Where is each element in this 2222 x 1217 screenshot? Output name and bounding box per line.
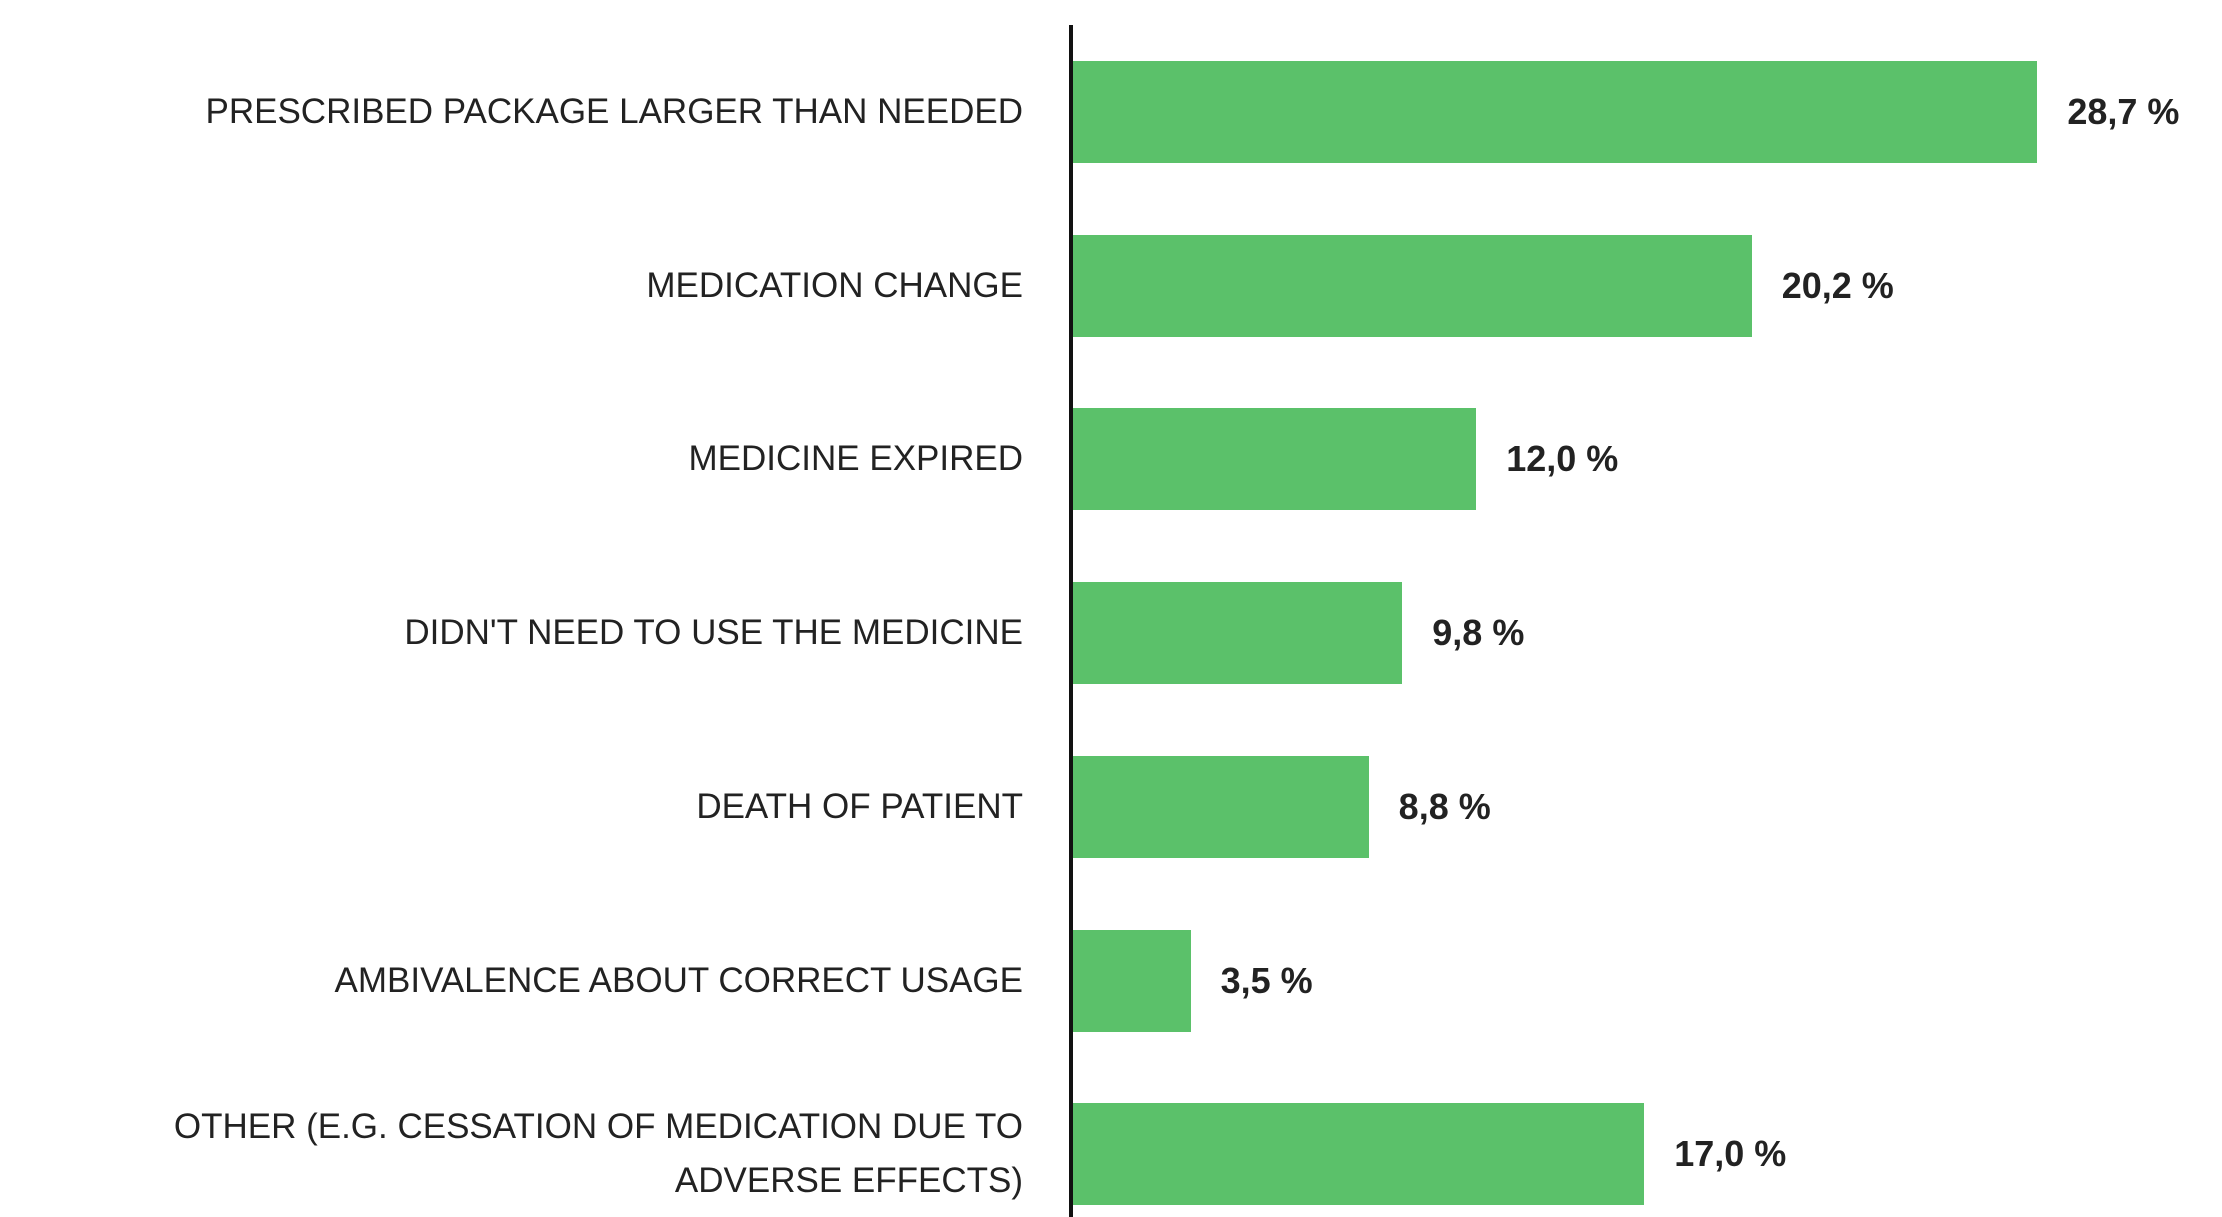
bar bbox=[1073, 408, 1477, 511]
category-label: MEDICATION CHANGE bbox=[646, 265, 1023, 305]
category-label: PRESCRIBED PACKAGE LARGER THAN NEEDED bbox=[205, 92, 1023, 131]
value-label: 20,2 % bbox=[1781, 264, 1894, 306]
value-label: 9,8 % bbox=[1432, 612, 1525, 654]
value-label: 3,5 % bbox=[1220, 959, 1313, 1001]
value-label: 28,7 % bbox=[2067, 91, 2180, 132]
value-label: 12,0 % bbox=[1506, 438, 1619, 480]
bar bbox=[1073, 582, 1403, 685]
bar bbox=[1073, 61, 2038, 163]
bar bbox=[1073, 1103, 1645, 1206]
axis-line bbox=[1069, 25, 1073, 1217]
bar bbox=[1073, 755, 1369, 858]
value-label: 17,0 % bbox=[1674, 1133, 1787, 1175]
category-label: OTHER (E.G. CESSATION OF MEDICATION DUE … bbox=[173, 1107, 1023, 1201]
category-label: DEATH OF PATIENT bbox=[696, 786, 1023, 826]
category-label: MEDICINE EXPIRED bbox=[688, 439, 1024, 479]
bar bbox=[1073, 234, 1752, 337]
category-label: DIDN'T NEED TO USE THE MEDICINE bbox=[404, 613, 1023, 653]
value-label: 8,8 % bbox=[1398, 785, 1491, 827]
category-label: AMBIVALENCE ABOUT CORRECT USAGE bbox=[334, 960, 1024, 1000]
bar bbox=[1073, 929, 1191, 1032]
